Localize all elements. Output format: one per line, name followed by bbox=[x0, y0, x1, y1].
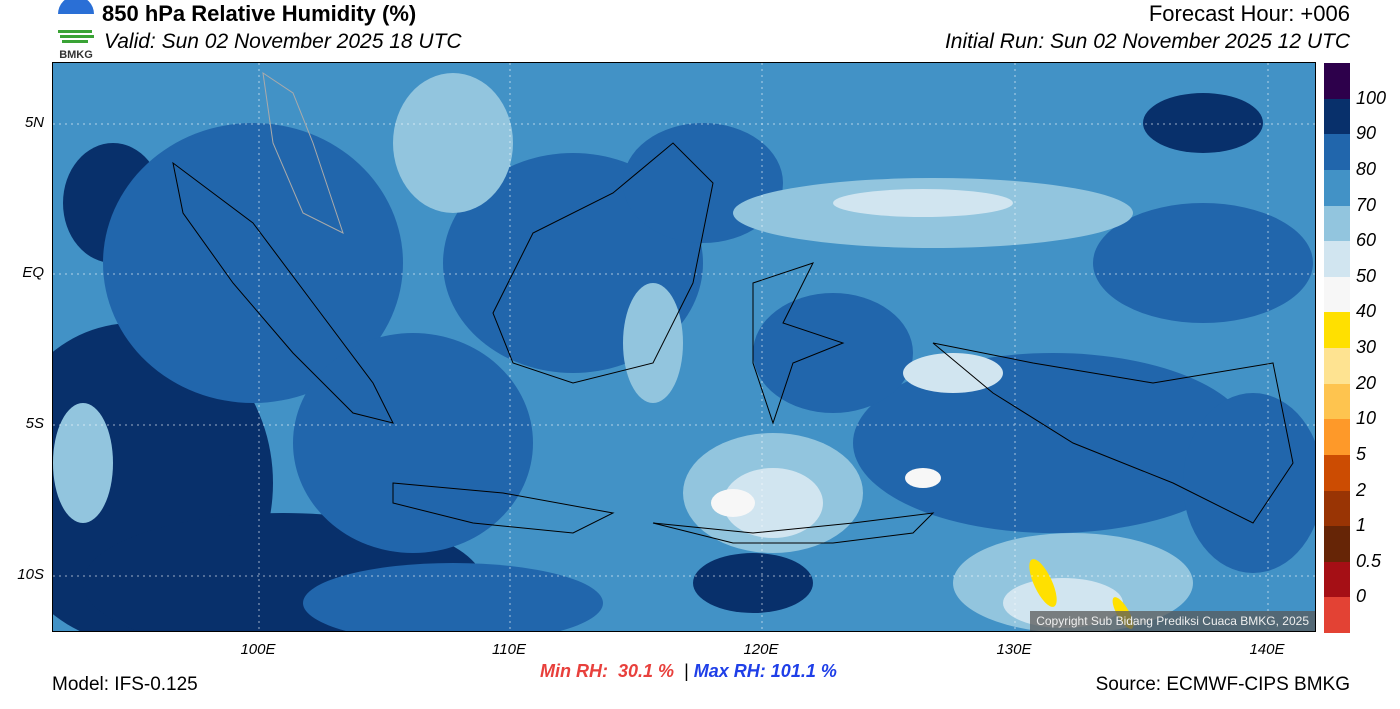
colorbar-label: 10 bbox=[1356, 408, 1377, 429]
colorbar-swatch bbox=[1324, 561, 1350, 598]
separator: | bbox=[684, 661, 689, 681]
colorbar-label: 40 bbox=[1356, 301, 1377, 322]
colorbar-swatch bbox=[1324, 63, 1350, 99]
forecast-hour: Forecast Hour: +006 bbox=[1148, 1, 1350, 26]
colorbar-swatch bbox=[1324, 134, 1350, 170]
colorbar-swatch bbox=[1324, 490, 1350, 527]
colorbar-label: 0.5 bbox=[1356, 550, 1382, 571]
lat-label: EQ bbox=[22, 264, 44, 281]
colorbar-swatch bbox=[1324, 312, 1350, 348]
lat-label: 10S bbox=[17, 566, 44, 583]
humidity-field bbox=[53, 63, 1315, 631]
humidity-map[interactable]: Copyright Sub Bidang Prediksi Cuaca BMKG… bbox=[52, 62, 1316, 632]
lat-label: 5N bbox=[24, 114, 44, 131]
colorbar-label: 2 bbox=[1356, 479, 1367, 500]
colorbar-label: 90 bbox=[1356, 123, 1377, 144]
colorbar-label: 1 bbox=[1356, 515, 1367, 536]
colorbar-label: 70 bbox=[1356, 194, 1377, 215]
lon-label: 130E bbox=[996, 641, 1032, 658]
colorbar-label: 50 bbox=[1356, 265, 1377, 286]
colorbar-label: 60 bbox=[1356, 230, 1377, 251]
colorbar-label: 80 bbox=[1356, 158, 1377, 179]
valid-time: Valid: Sun 02 November 2025 18 UTC bbox=[104, 30, 462, 53]
colorbar-swatch bbox=[1324, 98, 1350, 135]
lon-label: 120E bbox=[743, 641, 779, 658]
copyright-notice: Copyright Sub Bidang Prediksi Cuaca BMKG… bbox=[1030, 611, 1315, 631]
lon-label: 100E bbox=[240, 641, 276, 658]
colorbar-swatch bbox=[1324, 169, 1350, 206]
min-rh-label: Min RH: bbox=[540, 661, 608, 681]
source-label: Source: ECMWF-CIPS BMKG bbox=[1095, 674, 1350, 695]
colorbar-swatch bbox=[1324, 454, 1350, 491]
colorbar-label: 100 bbox=[1356, 87, 1387, 108]
colorbar-swatch bbox=[1324, 526, 1350, 562]
colorbar-swatch bbox=[1324, 241, 1350, 277]
colorbar-swatch bbox=[1324, 597, 1350, 633]
colorbar-swatch bbox=[1324, 383, 1350, 420]
colorbar-swatch bbox=[1324, 205, 1350, 242]
colorbar-label: 0 bbox=[1356, 586, 1367, 607]
bmkg-logo: BMKG bbox=[52, 0, 100, 61]
colorbar-swatch bbox=[1324, 276, 1350, 313]
colorbar-label: 20 bbox=[1356, 372, 1377, 393]
colorbar bbox=[1324, 63, 1350, 633]
max-rh-label: Max RH: bbox=[693, 661, 766, 681]
svg-text:BMKG: BMKG bbox=[59, 49, 93, 60]
lon-label: 140E bbox=[1249, 641, 1285, 658]
lon-label: 110E bbox=[492, 641, 526, 658]
colorbar-label: 5 bbox=[1356, 443, 1367, 464]
lat-label: 5S bbox=[25, 415, 44, 432]
chart-title: 850 hPa Relative Humidity (%) bbox=[102, 1, 417, 26]
model-label: Model: IFS-0.125 bbox=[52, 674, 198, 695]
colorbar-swatch bbox=[1324, 348, 1350, 384]
colorbar-swatch bbox=[1324, 419, 1350, 455]
max-rh-value: 101.1 % bbox=[770, 661, 837, 681]
initial-run: Initial Run: Sun 02 November 2025 12 UTC bbox=[944, 30, 1350, 53]
colorbar-label: 30 bbox=[1356, 337, 1377, 357]
min-rh-value: 30.1 % bbox=[618, 661, 675, 681]
rh-stats: Min RH: 30.1 % | Max RH: 101.1 % bbox=[540, 661, 837, 682]
